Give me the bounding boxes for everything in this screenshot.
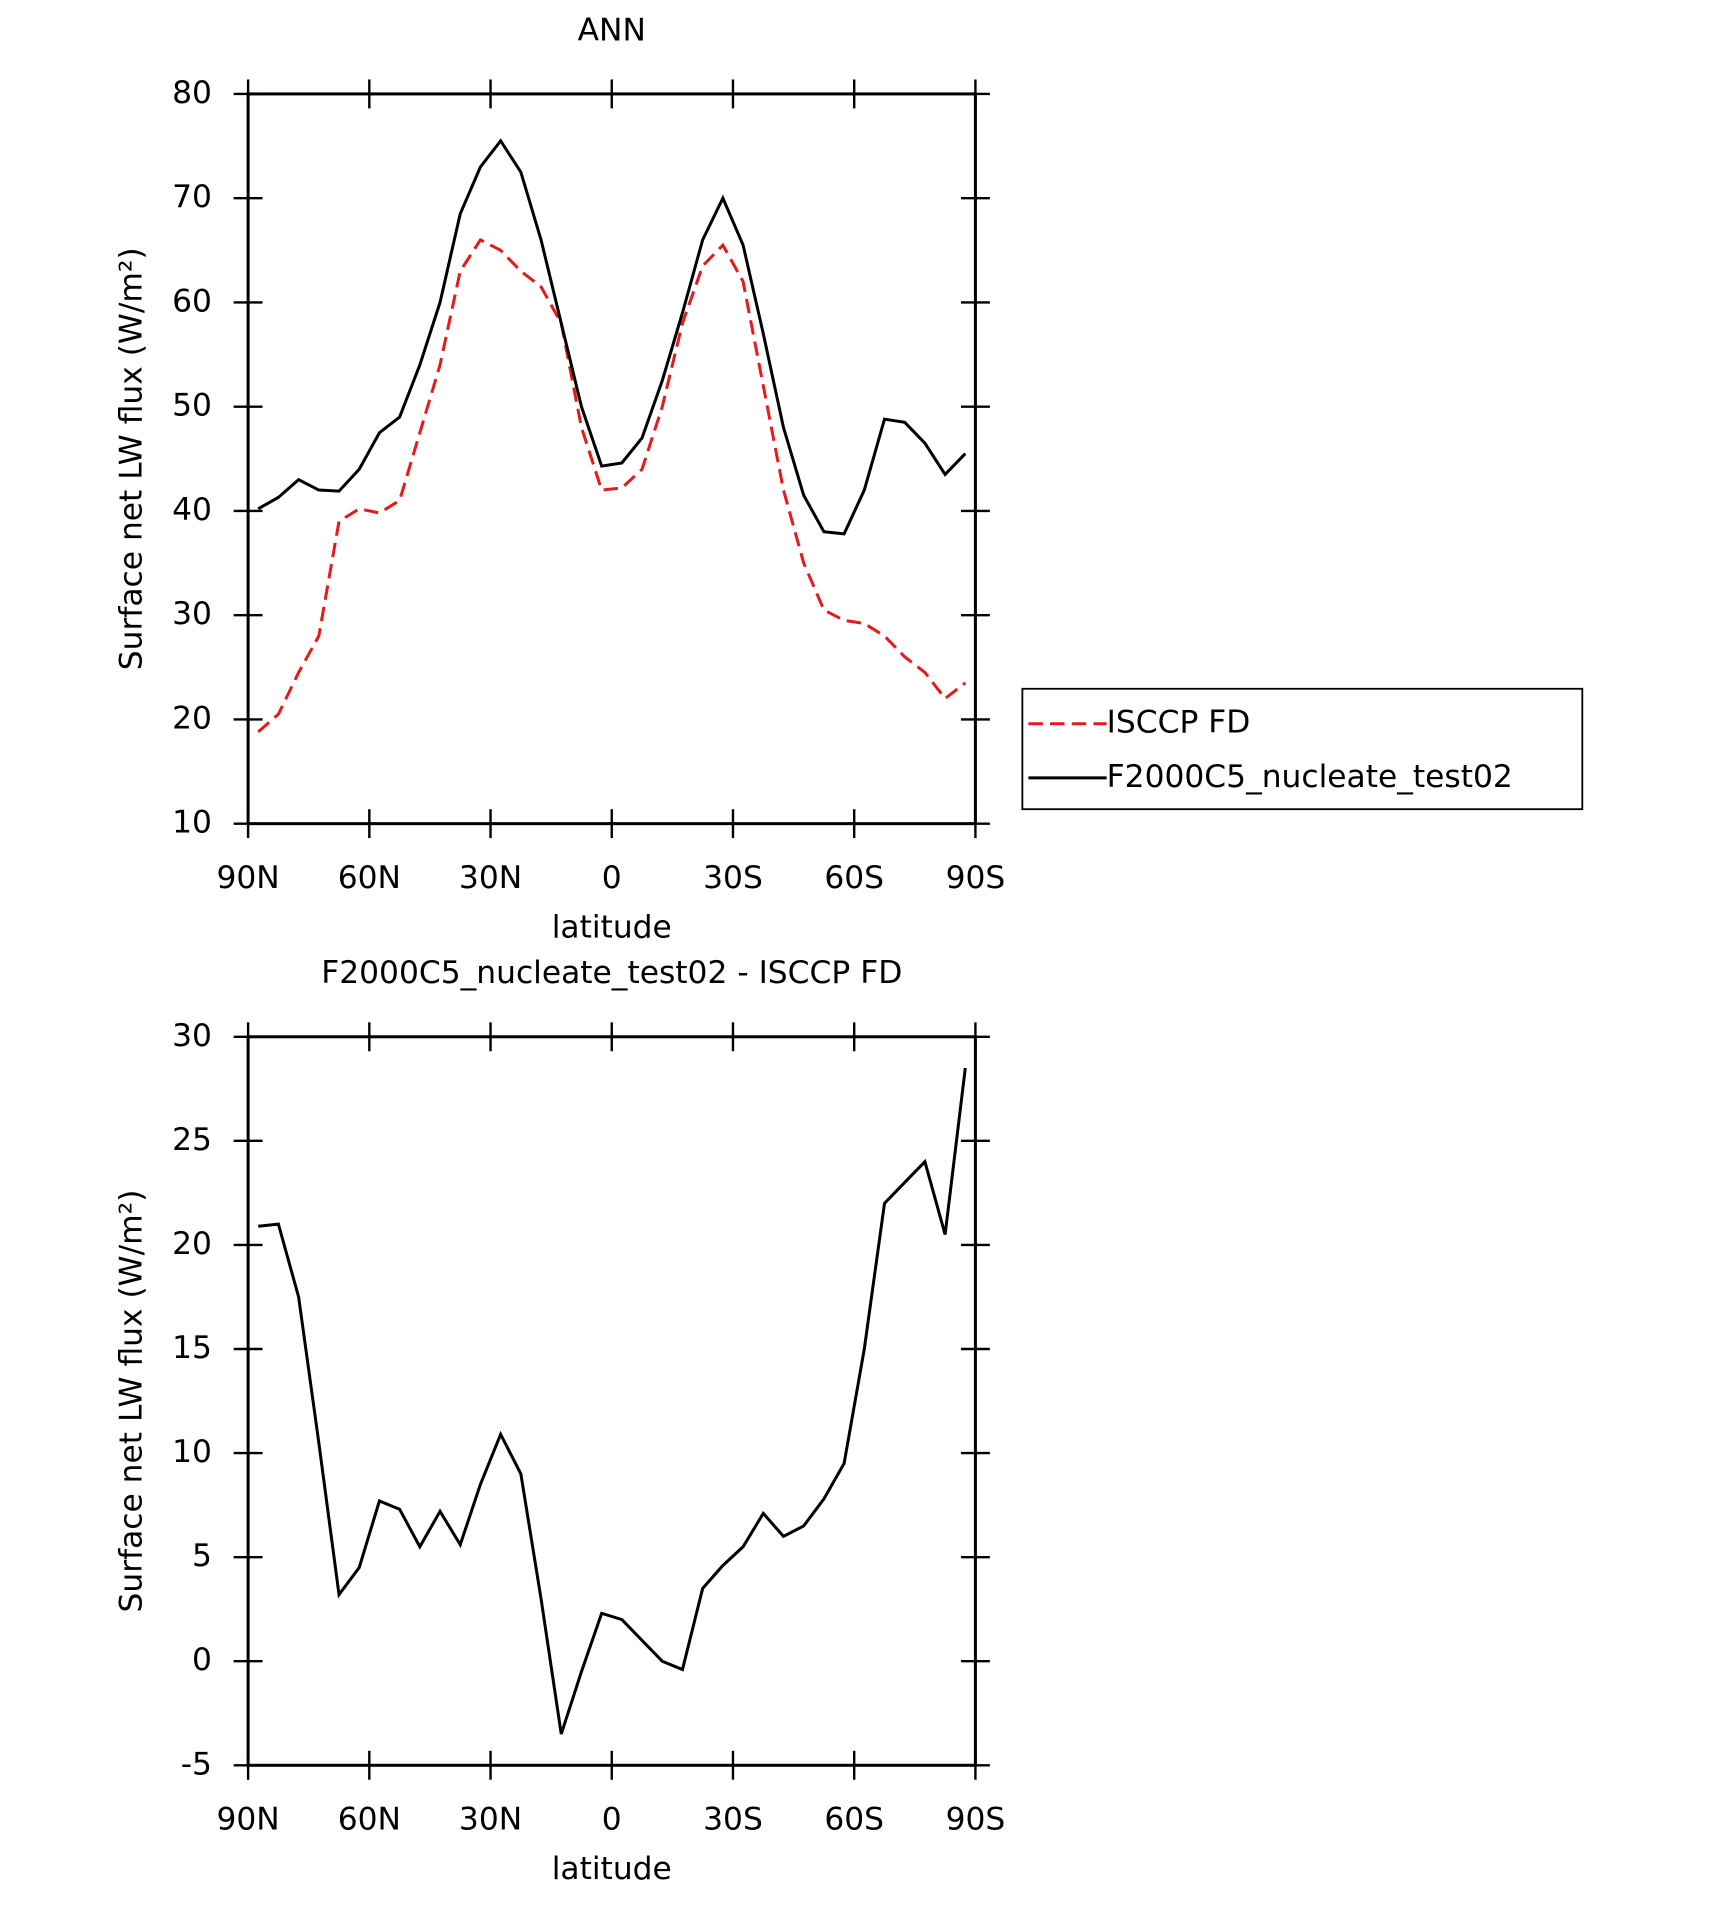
y-tick-label: 5 xyxy=(192,1538,212,1574)
x-tick-label: 60N xyxy=(338,1802,401,1838)
chart-title: F2000C5_nucleate_test02 - ISCCP FD xyxy=(321,955,902,991)
x-tick-label: 30S xyxy=(703,860,763,896)
y-tick-label: 30 xyxy=(172,1018,212,1054)
y-tick-label: -5 xyxy=(181,1746,212,1782)
y-tick-label: 0 xyxy=(192,1642,212,1678)
x-tick-label: 60S xyxy=(824,1802,884,1838)
y-tick-label: 70 xyxy=(172,179,212,215)
y-axis-label: Surface net LW flux (W/m²) xyxy=(114,247,150,670)
x-axis-label: latitude xyxy=(552,909,672,945)
x-tick-label: 90N xyxy=(216,1802,279,1838)
data-line xyxy=(258,1067,967,1735)
x-tick-label: 60N xyxy=(338,860,401,896)
x-tick-label: 30N xyxy=(459,1802,522,1838)
x-tick-label: 0 xyxy=(602,1802,622,1838)
y-tick-label: 20 xyxy=(172,700,212,736)
y-tick-label: 80 xyxy=(172,75,212,111)
x-tick-label: 30N xyxy=(459,860,522,896)
x-tick-label: 90N xyxy=(216,860,279,896)
x-tick-label: 90S xyxy=(946,860,1006,896)
y-tick-label: 40 xyxy=(172,492,212,528)
x-tick-label: 0 xyxy=(602,860,622,896)
x-axis-label: latitude xyxy=(552,1851,672,1887)
legend-label: F2000C5_nucleate_test02 xyxy=(1107,759,1513,795)
y-tick-label: 20 xyxy=(172,1226,212,1262)
y-tick-label: 50 xyxy=(172,388,212,424)
y-tick-label: 60 xyxy=(172,283,212,319)
data-line xyxy=(257,237,967,734)
y-tick-label: 25 xyxy=(172,1122,212,1158)
y-tick-label: 10 xyxy=(172,1434,212,1470)
x-tick-label: 30S xyxy=(703,1802,763,1838)
y-tick-label: 15 xyxy=(172,1330,212,1366)
x-tick-label: 90S xyxy=(946,1802,1006,1838)
y-tick-label: 10 xyxy=(172,805,212,841)
plot-frame xyxy=(246,1035,977,1767)
x-tick-label: 60S xyxy=(824,860,884,896)
y-axis-label: Surface net LW flux (W/m²) xyxy=(114,1190,150,1613)
y-tick-label: 30 xyxy=(172,596,212,632)
plot-frame xyxy=(246,92,977,826)
legend-label: ISCCP FD xyxy=(1107,705,1251,741)
legend-box xyxy=(1021,687,1584,811)
data-line xyxy=(257,138,967,536)
chart-title: ANN xyxy=(578,12,646,48)
